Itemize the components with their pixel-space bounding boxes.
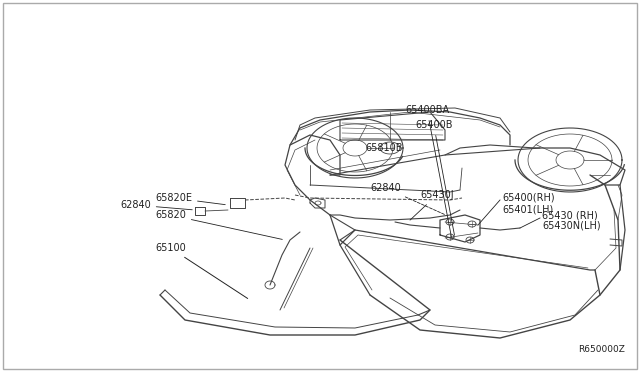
Text: 65430N(LH): 65430N(LH) xyxy=(542,220,600,230)
Text: 65400BA: 65400BA xyxy=(405,105,451,237)
Text: 65401(LH): 65401(LH) xyxy=(502,205,553,215)
Text: 65100: 65100 xyxy=(155,243,248,298)
Text: R650000Z: R650000Z xyxy=(578,346,625,355)
Text: 62840: 62840 xyxy=(120,200,192,210)
Text: 65810B: 65810B xyxy=(365,143,403,153)
Text: 65430 (RH): 65430 (RH) xyxy=(542,210,598,220)
Text: 65400(RH): 65400(RH) xyxy=(502,193,555,203)
Text: 65820E: 65820E xyxy=(155,193,225,205)
Text: 65400B: 65400B xyxy=(415,120,454,235)
Text: 65430J: 65430J xyxy=(410,190,454,220)
Text: 65820: 65820 xyxy=(155,210,282,240)
Text: 62840: 62840 xyxy=(370,183,445,215)
